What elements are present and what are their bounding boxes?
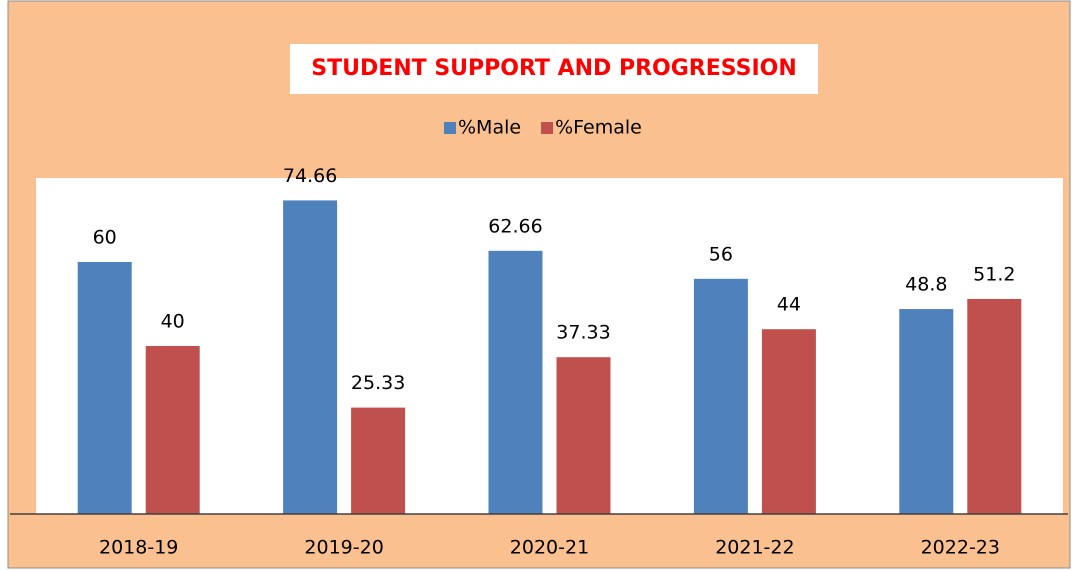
x-tick-label: 2018-19 (99, 537, 178, 559)
data-label: 60 (93, 227, 117, 249)
bar (967, 298, 1022, 514)
bar (283, 200, 338, 515)
bar (556, 357, 611, 514)
legend-swatch (541, 122, 554, 134)
x-tick-label: 2019-20 (304, 537, 383, 559)
data-label: 74.66 (283, 165, 337, 187)
x-tick-label: 2020-21 (510, 537, 589, 559)
bar (77, 262, 132, 514)
bar (488, 250, 543, 514)
data-label: 62.66 (488, 215, 542, 237)
data-label: 25.33 (351, 372, 405, 394)
legend-label: %Female (555, 117, 642, 139)
data-label: 51.2 (973, 263, 1015, 285)
data-label: 48.8 (905, 274, 947, 296)
bar (693, 278, 748, 514)
bar (351, 407, 406, 514)
data-label: 44 (777, 294, 801, 316)
bar (899, 309, 954, 514)
title-box (290, 44, 818, 94)
x-tick-label: 2022-23 (921, 537, 1000, 559)
bar (145, 346, 200, 514)
chart-title: STUDENT SUPPORT AND PROGRESSION (311, 56, 797, 81)
legend-label: %Male (458, 117, 521, 139)
data-label: 56 (709, 243, 733, 265)
data-label: 40 (161, 311, 185, 333)
legend-swatch (444, 122, 456, 134)
x-tick-label: 2021-22 (715, 537, 794, 559)
bar (761, 329, 816, 514)
plot-area (36, 178, 1063, 514)
data-label: 37.33 (556, 322, 610, 344)
